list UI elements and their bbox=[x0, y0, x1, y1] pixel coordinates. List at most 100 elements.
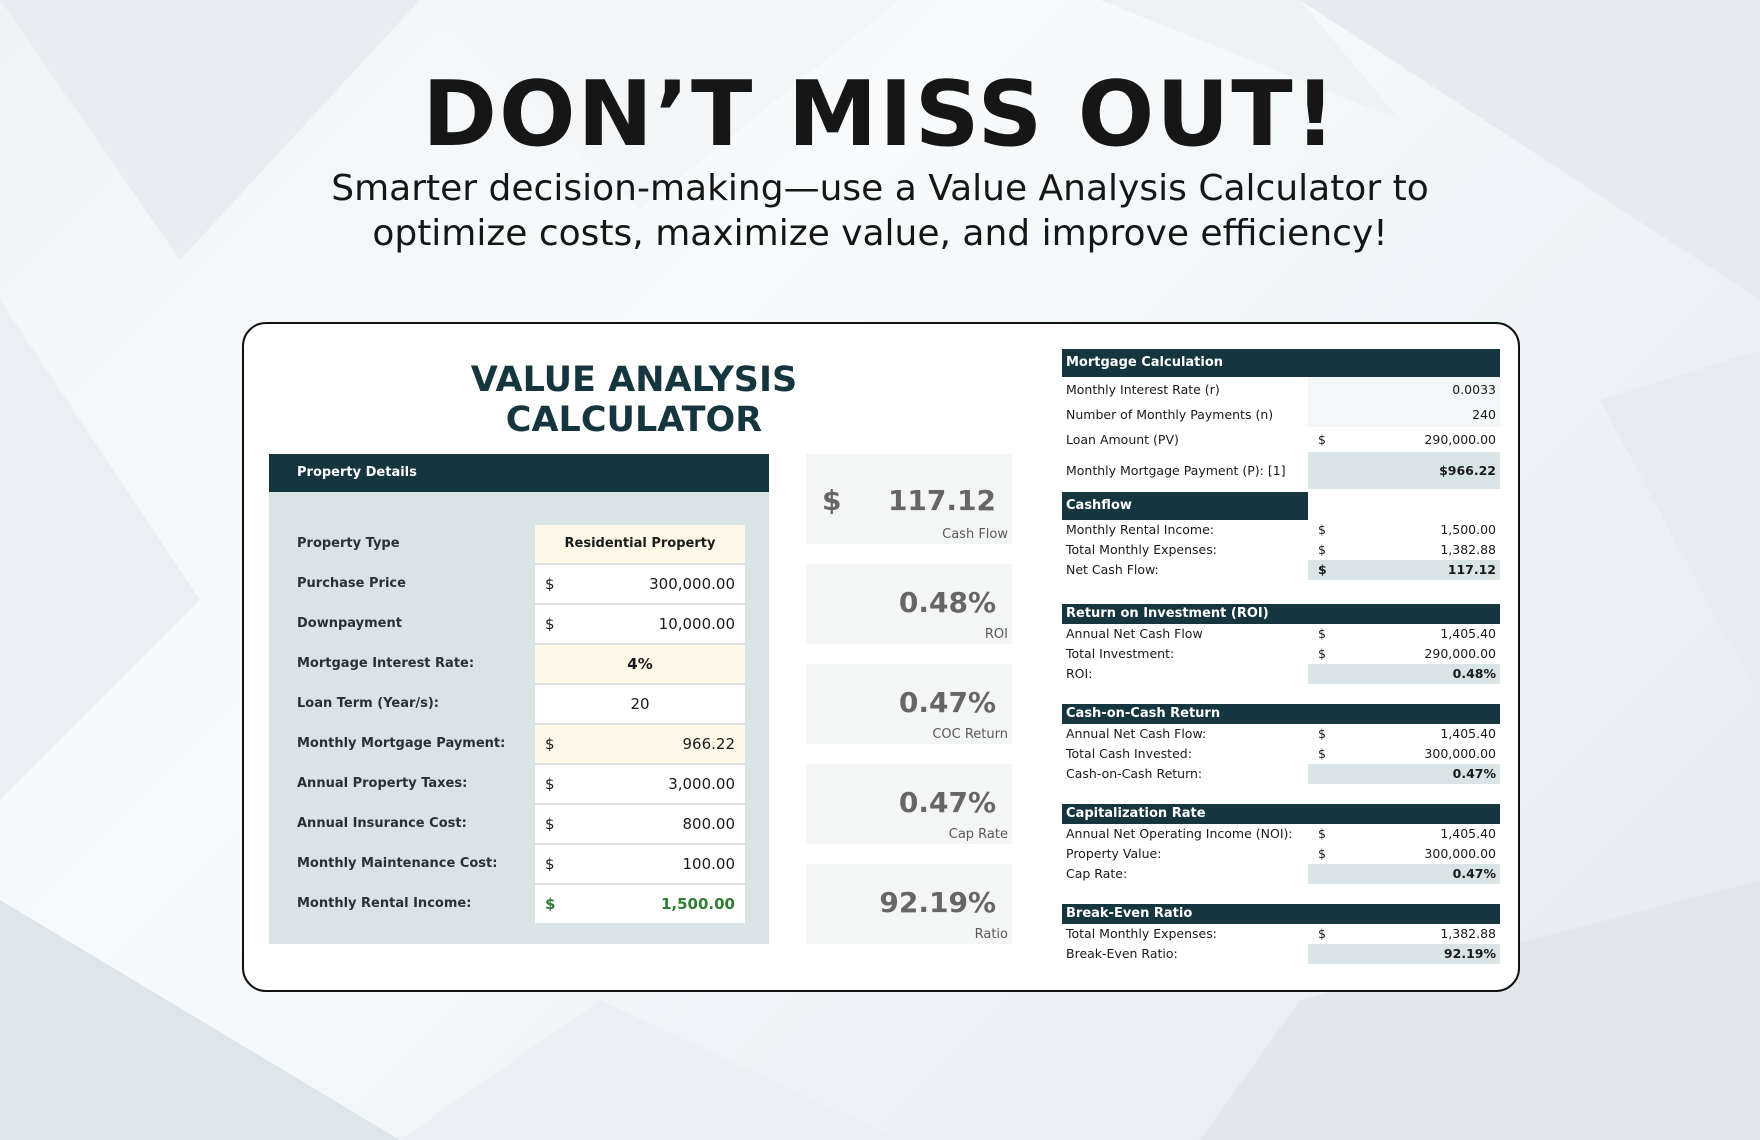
row-value: 0.47% bbox=[1452, 866, 1496, 881]
row-label: Monthly Rental Income: bbox=[297, 896, 472, 911]
property-type-field[interactable]: Residential Property bbox=[534, 524, 746, 564]
kpi-value: 92.19% bbox=[879, 886, 996, 919]
table-header: Cashflow bbox=[1062, 492, 1308, 520]
currency-sign: $ bbox=[1318, 562, 1327, 577]
row-label: Cap Rate: bbox=[1066, 866, 1128, 881]
property-taxes-field[interactable]: $3,000.00 bbox=[534, 764, 746, 804]
cap-rate-table: Capitalization Rate Annual Net Operating… bbox=[1062, 804, 1500, 884]
value: 300,000.00 bbox=[649, 575, 735, 593]
currency-sign: $ bbox=[1318, 826, 1326, 841]
row-label: Number of Monthly Payments (n) bbox=[1066, 407, 1274, 422]
table-row: Loan Amount (PV) $290,000.00 bbox=[1062, 427, 1500, 452]
rental-income-field[interactable]: $1,500.00 bbox=[534, 884, 746, 924]
table-header: Break-Even Ratio bbox=[1062, 904, 1500, 924]
value: 966.22 bbox=[682, 735, 736, 753]
row-label: Monthly Rental Income: bbox=[1066, 522, 1214, 537]
row-value: 290,000.00 bbox=[1424, 432, 1496, 447]
downpayment-row: Downpayment $10,000.00 bbox=[269, 604, 769, 644]
loan-term-row: Loan Term (Year/s): 20 bbox=[269, 684, 769, 724]
table-row: Cash-on-Cash Return: 0.47% bbox=[1062, 764, 1500, 784]
downpayment-field[interactable]: $10,000.00 bbox=[534, 604, 746, 644]
value: 10,000.00 bbox=[658, 615, 735, 633]
row-value: $966.22 bbox=[1439, 463, 1496, 478]
table-header: Capitalization Rate bbox=[1062, 804, 1500, 824]
kpi-roi: 0.48% ROI bbox=[806, 564, 1012, 644]
monthly-mortgage-row: Monthly Mortgage Payment: $966.22 bbox=[269, 724, 769, 764]
table-row: Total Investment: $290,000.00 bbox=[1062, 644, 1500, 664]
currency-sign: $ bbox=[1318, 646, 1326, 661]
kpi-value: 0.47% bbox=[898, 686, 996, 719]
monthly-mortgage-field: $966.22 bbox=[534, 724, 746, 764]
value: 3,000.00 bbox=[668, 775, 735, 793]
currency-sign: $ bbox=[1318, 542, 1326, 557]
currency-sign: $ bbox=[1318, 432, 1326, 447]
currency-sign: $ bbox=[1318, 522, 1326, 537]
maintenance-cost-field[interactable]: $100.00 bbox=[534, 844, 746, 884]
currency-sign: $ bbox=[545, 775, 555, 793]
cashflow-table: Cashflow Monthly Rental Income: $1,500.00… bbox=[1062, 492, 1500, 580]
currency-sign: $ bbox=[545, 615, 555, 633]
row-value: 0.47% bbox=[1452, 766, 1496, 781]
value: 1,500.00 bbox=[660, 895, 735, 913]
calculator-title: VALUE ANALYSIS CALCULATOR bbox=[470, 360, 798, 440]
property-details-header: Property Details bbox=[269, 454, 769, 492]
roi-table: Return on Investment (ROI) Annual Net Ca… bbox=[1062, 604, 1500, 684]
row-label: Total Monthly Expenses: bbox=[1066, 542, 1217, 557]
row-label: Loan Amount (PV) bbox=[1066, 432, 1179, 447]
currency-sign: $ bbox=[545, 815, 555, 833]
row-value: 1,382.88 bbox=[1440, 926, 1496, 941]
row-label: Property Type bbox=[297, 536, 400, 551]
headline: DON’T MISS OUT! bbox=[422, 62, 1338, 167]
table-row: Break-Even Ratio: 92.19% bbox=[1062, 944, 1500, 964]
kpi-label: Cash Flow bbox=[942, 527, 1008, 542]
table-row: Annual Net Cash Flow $1,405.40 bbox=[1062, 624, 1500, 644]
interest-rate-field[interactable]: 4% bbox=[534, 644, 746, 684]
currency-sign: $ bbox=[1318, 626, 1326, 641]
table-row: Property Value: $300,000.00 bbox=[1062, 844, 1500, 864]
row-label: Annual Insurance Cost: bbox=[297, 816, 467, 831]
row-label: Annual Net Operating Income (NOI): bbox=[1066, 826, 1293, 841]
row-label: Annual Net Cash Flow: bbox=[1066, 726, 1207, 741]
table-row: Total Cash Invested: $300,000.00 bbox=[1062, 744, 1500, 764]
row-label: Monthly Mortgage Payment: bbox=[297, 736, 506, 751]
maintenance-cost-row: Monthly Maintenance Cost: $100.00 bbox=[269, 844, 769, 884]
row-value: 0.48% bbox=[1452, 666, 1496, 681]
table-row: Total Monthly Expenses: $1,382.88 bbox=[1062, 540, 1500, 560]
table-row: Annual Net Operating Income (NOI): $1,405… bbox=[1062, 824, 1500, 844]
loan-term-field[interactable]: 20 bbox=[534, 684, 746, 724]
table-row: ROI: 0.48% bbox=[1062, 664, 1500, 684]
property-details-panel: Property Details Property Type Residenti… bbox=[269, 454, 769, 944]
row-label: Total Investment: bbox=[1066, 646, 1175, 661]
interest-rate-row: Mortgage Interest Rate: 4% bbox=[269, 644, 769, 684]
property-type-row: Property Type Residential Property bbox=[269, 524, 769, 564]
currency-sign: $ bbox=[545, 575, 555, 593]
row-value: 300,000.00 bbox=[1424, 846, 1496, 861]
purchase-price-field[interactable]: $300,000.00 bbox=[534, 564, 746, 604]
row-label: Property Value: bbox=[1066, 846, 1162, 861]
value: 800.00 bbox=[682, 815, 736, 833]
row-value: 1,405.40 bbox=[1440, 626, 1496, 641]
row-label: Monthly Maintenance Cost: bbox=[297, 856, 498, 871]
row-label: Net Cash Flow: bbox=[1066, 562, 1159, 577]
property-taxes-row: Annual Property Taxes: $3,000.00 bbox=[269, 764, 769, 804]
rental-income-row: Monthly Rental Income: $1,500.00 bbox=[269, 884, 769, 924]
row-label: Break-Even Ratio: bbox=[1066, 946, 1178, 961]
row-label: Monthly Mortgage Payment (P): [1] bbox=[1066, 463, 1286, 478]
currency-sign: $ bbox=[822, 484, 842, 517]
table-row: Net Cash Flow: $117.12 bbox=[1062, 560, 1500, 580]
row-value: 1,382.88 bbox=[1440, 542, 1496, 557]
insurance-cost-field[interactable]: $800.00 bbox=[534, 804, 746, 844]
currency-sign: $ bbox=[545, 735, 555, 753]
kpi-label: ROI bbox=[984, 627, 1008, 642]
row-value: 290,000.00 bbox=[1424, 646, 1496, 661]
table-row: Monthly Interest Rate (r) 0.0033 bbox=[1062, 377, 1500, 402]
subline: Smarter decision-making—use a Value Anal… bbox=[331, 168, 1429, 254]
mortgage-calculation-table: Mortgage Calculation Monthly Interest Ra… bbox=[1062, 349, 1500, 489]
table-row: Annual Net Cash Flow: $1,405.40 bbox=[1062, 724, 1500, 744]
break-even-table: Break-Even Ratio Total Monthly Expenses:… bbox=[1062, 904, 1500, 964]
kpi-label: COC Return bbox=[932, 727, 1008, 742]
table-header: Return on Investment (ROI) bbox=[1062, 604, 1500, 624]
kpi-value: 117.12 bbox=[887, 484, 996, 517]
row-label: Cash-on-Cash Return: bbox=[1066, 766, 1203, 781]
calculator-card: VALUE ANALYSIS CALCULATOR Property Detai… bbox=[242, 322, 1520, 992]
